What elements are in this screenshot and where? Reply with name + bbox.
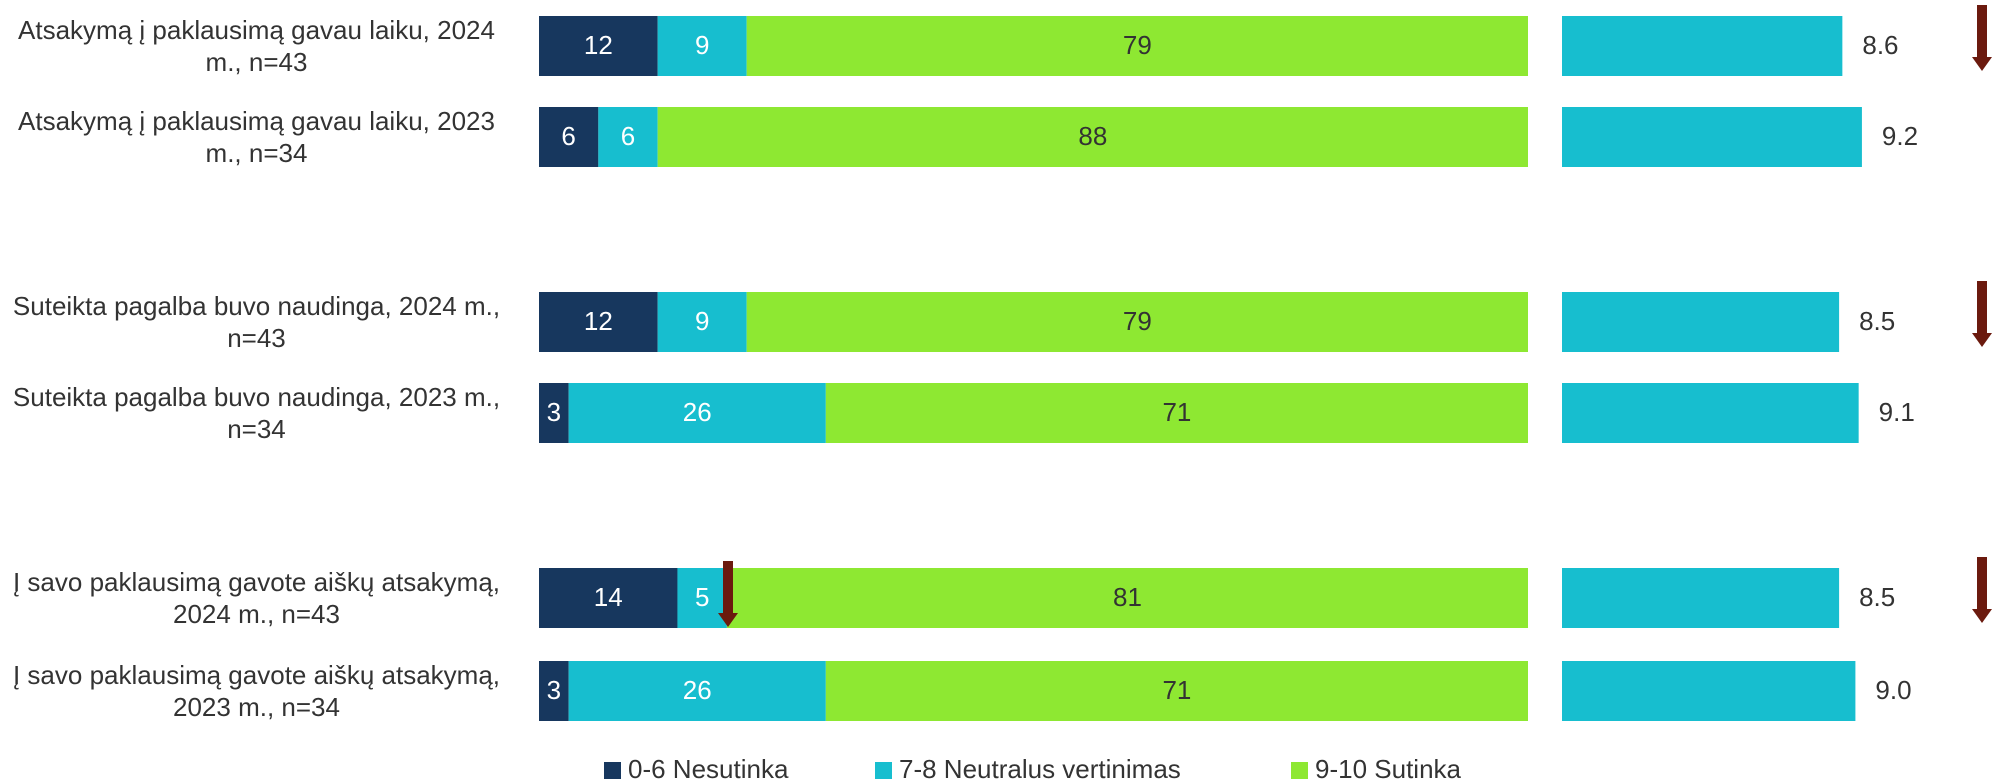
trend-arrow-shaft <box>1977 281 1987 335</box>
category-label: Atsakymą į paklausimą gavau laiku, 2023 … <box>18 106 495 168</box>
segment-label: 3 <box>547 675 561 705</box>
segment-label: 6 <box>621 121 635 151</box>
trend-arrow-head <box>1972 609 1992 623</box>
bar-segment <box>746 16 1528 76</box>
bar-segment <box>568 661 826 721</box>
category-label: Į savo paklausimą gavote aiškų atsakymą,… <box>12 660 501 722</box>
trend-arrow-shaft <box>1977 5 1987 59</box>
legend-swatch <box>1291 762 1308 779</box>
mean-bar <box>1562 661 1856 721</box>
mean-bar <box>1562 383 1859 443</box>
category-label: Į savo paklausimą gavote aiškų atsakymą,… <box>12 567 501 629</box>
bar-segment <box>539 568 678 628</box>
bar-segment <box>746 292 1528 352</box>
segment-label: 71 <box>1162 675 1191 705</box>
trend-arrow-head <box>1972 57 1992 71</box>
segment-label: 79 <box>1123 306 1152 336</box>
bar-segment <box>825 383 1528 443</box>
mean-label: 9.2 <box>1882 121 1918 151</box>
segment-label: 9 <box>695 30 709 60</box>
segment-label: 9 <box>695 306 709 336</box>
mean-label: 8.5 <box>1859 582 1895 612</box>
segment-label: 88 <box>1078 121 1107 151</box>
segment-label: 3 <box>547 397 561 427</box>
bar-segment <box>539 107 599 167</box>
mean-bar <box>1562 107 1862 167</box>
bar-segment <box>568 383 826 443</box>
legend-label: 9-10 Sutinka <box>1315 754 1462 782</box>
trend-arrow-head <box>718 613 738 627</box>
segment-label: 5 <box>695 582 709 612</box>
legend-label: 7-8 Neutralus vertinimas <box>899 754 1181 782</box>
bar-segment <box>539 661 569 721</box>
bar-segment <box>657 292 747 352</box>
segment-label: 71 <box>1162 397 1191 427</box>
segment-label: 26 <box>683 675 712 705</box>
trend-arrow-shaft <box>1977 557 1987 611</box>
segment-label: 12 <box>584 30 613 60</box>
bar-segment <box>657 107 1528 167</box>
mean-label: 8.5 <box>1859 306 1895 336</box>
segment-label: 14 <box>594 582 623 612</box>
mean-bar <box>1562 292 1840 352</box>
segment-label: 6 <box>561 121 575 151</box>
segment-label: 12 <box>584 306 613 336</box>
segment-label: 79 <box>1123 30 1152 60</box>
mean-label: 9.0 <box>1875 675 1911 705</box>
bar-segment <box>726 568 1528 628</box>
trend-arrow-head <box>1972 333 1992 347</box>
mean-label: 9.1 <box>1879 397 1915 427</box>
category-label: Atsakymą į paklausimą gavau laiku, 2024 … <box>18 15 495 77</box>
bar-segment <box>539 292 658 352</box>
legend-swatch <box>875 762 892 779</box>
category-label: Suteikta pagalba buvo naudinga, 2024 m.,… <box>12 291 501 353</box>
bar-segment <box>539 383 569 443</box>
mean-bar <box>1562 568 1840 628</box>
bar-segment <box>677 568 727 628</box>
legend-label: 0-6 Nesutinka <box>628 754 789 782</box>
legend-swatch <box>604 762 621 779</box>
category-label: Suteikta pagalba buvo naudinga, 2023 m.,… <box>12 382 501 444</box>
mean-bar <box>1562 16 1843 76</box>
bar-segment <box>598 107 658 167</box>
bar-segment <box>657 16 747 76</box>
segment-label: 26 <box>683 397 712 427</box>
trend-arrow-shaft <box>723 561 733 615</box>
bar-segment <box>539 16 658 76</box>
segment-label: 81 <box>1113 582 1142 612</box>
mean-label: 8.6 <box>1862 30 1898 60</box>
bar-segment <box>825 661 1528 721</box>
